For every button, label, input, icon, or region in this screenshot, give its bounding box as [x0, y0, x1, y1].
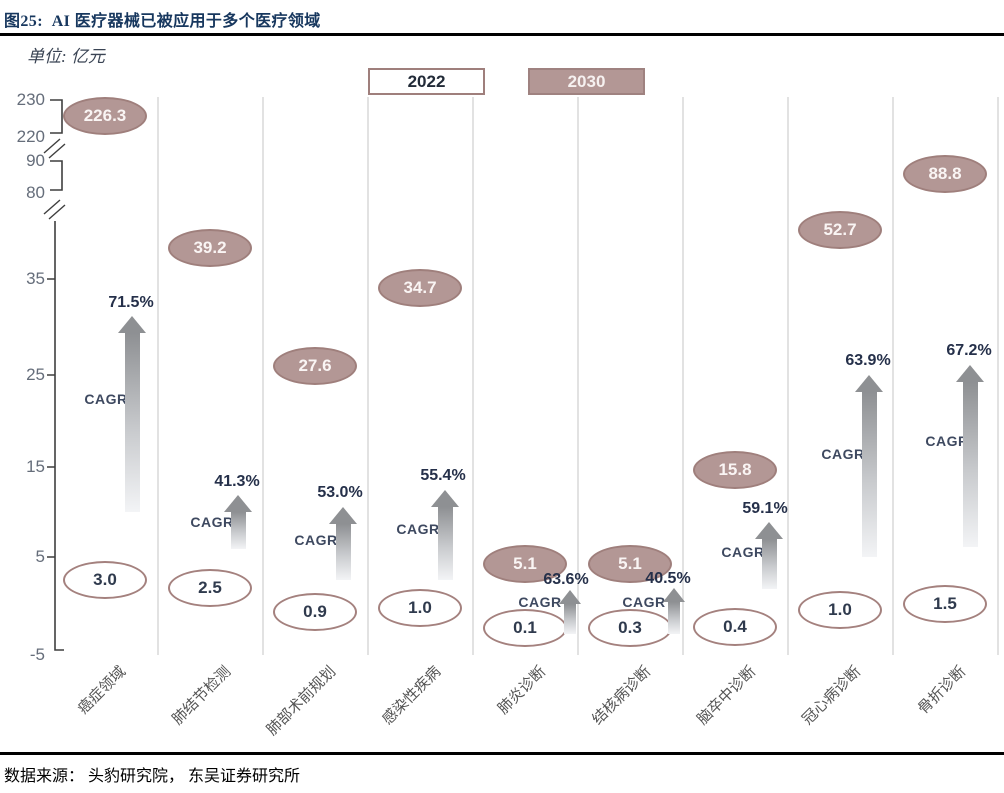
cagr-percent-label: 41.3%: [214, 473, 260, 490]
cagr-percent-label: 71.5%: [108, 294, 154, 311]
cagr-title-label: CAGR: [821, 446, 865, 462]
cagr-title-label: CAGR: [721, 544, 765, 560]
cagr-arrow: [956, 365, 984, 547]
legend-item-2022: 2022: [368, 68, 485, 95]
arrow-head-icon: [663, 588, 685, 602]
unit-label: 单位: 亿元: [27, 47, 105, 66]
value-ellipse-2022: 0.9: [273, 593, 357, 631]
value-ellipse-2022: 1.0: [798, 591, 882, 629]
arrow-shaft: [564, 604, 576, 634]
y-tick-label: 230: [16, 90, 45, 109]
cagr-arrow: [755, 522, 783, 589]
value-ellipse-2030: 27.6: [273, 347, 357, 385]
value-ellipse-2030: 39.2: [168, 229, 252, 267]
cagr-arrow: [118, 316, 146, 512]
value-ellipse-2022: 2.5: [168, 569, 252, 607]
value-ellipse-2022: 1.0: [378, 589, 462, 627]
cagr-title-label: CAGR: [396, 521, 440, 537]
axis-and-gridlines: [43, 97, 999, 655]
y-tick-label: 220: [16, 127, 45, 146]
cagr-percent-label: 67.2%: [946, 342, 992, 359]
cagr-title-label: CAGR: [518, 594, 562, 610]
value-ellipse-2030: 88.8: [903, 155, 987, 193]
cagr-arrow: [329, 507, 357, 580]
data-source-note: 数据来源： 头豹研究院， 东吴证券研究所: [4, 768, 301, 785]
arrow-shaft: [761, 539, 777, 589]
arrow-head-icon: [431, 490, 459, 507]
value-ellipse-2022: 3.0: [63, 561, 147, 599]
legend-label-2022: 2022: [407, 72, 446, 91]
figure-title: 图25: AI 医疗器械已被应用于多个医疗领域: [4, 13, 321, 30]
value-ellipse-2030: 34.7: [378, 269, 462, 307]
value-ellipse-2022: 0.3: [588, 609, 672, 647]
legend-label-2030: 2030: [567, 72, 606, 91]
arrow-head-icon: [755, 522, 783, 539]
cagr-arrow: [431, 490, 459, 580]
arrow-shaft: [668, 602, 680, 634]
value-ellipse-2022: 1.5: [903, 585, 987, 623]
cagr-title-label: CAGR: [294, 532, 338, 548]
value-ellipse-2030: 5.1: [483, 545, 567, 583]
arrow-shaft: [124, 333, 140, 512]
value-ellipse-2030: 5.1: [588, 545, 672, 583]
value-ellipse-2022: 0.1: [483, 609, 567, 647]
cagr-title-label: CAGR: [190, 514, 234, 530]
cagr-title-label: CAGR: [622, 594, 666, 610]
arrow-head-icon: [118, 316, 146, 333]
arrow-shaft: [437, 507, 453, 580]
y-tick-label: 35: [26, 269, 45, 288]
cagr-arrow: [224, 495, 252, 549]
cagr-title-label: CAGR: [925, 433, 969, 449]
arrow-head-icon: [329, 507, 357, 524]
arrow-shaft: [861, 392, 877, 557]
cagr-arrow: [663, 588, 685, 634]
y-tick-label: -5: [29, 645, 45, 664]
arrow-head-icon: [224, 495, 252, 512]
arrow-head-icon: [559, 590, 581, 604]
arrow-shaft: [230, 512, 246, 549]
cagr-arrow: [559, 590, 581, 634]
y-tick-label: 15: [26, 457, 45, 476]
cagr-percent-label: 55.4%: [420, 467, 466, 484]
cagr-arrow: [855, 375, 883, 557]
value-ellipse-2030: 226.3: [63, 97, 147, 135]
title-divider-line: [0, 33, 1004, 36]
cagr-percent-label: 63.9%: [845, 352, 891, 369]
arrow-shaft: [335, 524, 351, 580]
value-ellipse-2022: 0.4: [693, 608, 777, 646]
value-ellipse-2030: 15.8: [693, 451, 777, 489]
arrow-head-icon: [956, 365, 984, 382]
y-tick-label: 25: [26, 365, 45, 384]
plot-area: 230 220 90 80 35 25 15 5 -5 226.3 3.0 71.5% CAGR 癌症领…: [16, 90, 999, 739]
y-tick-label: 90: [26, 151, 45, 170]
y-tick-label: 80: [26, 183, 45, 202]
cagr-percent-label: 63.6%: [543, 571, 589, 588]
legend-item-2030: 2030: [528, 68, 645, 95]
value-ellipse-2030: 52.7: [798, 211, 882, 249]
arrow-shaft: [962, 382, 978, 547]
arrow-head-icon: [855, 375, 883, 392]
footer-divider-line: [0, 752, 1004, 755]
cagr-percent-label: 53.0%: [317, 484, 363, 501]
cagr-title-label: CAGR: [84, 391, 128, 407]
cagr-percent-label: 40.5%: [645, 570, 691, 587]
y-tick-label: 5: [35, 547, 45, 566]
cagr-percent-label: 59.1%: [742, 500, 788, 517]
